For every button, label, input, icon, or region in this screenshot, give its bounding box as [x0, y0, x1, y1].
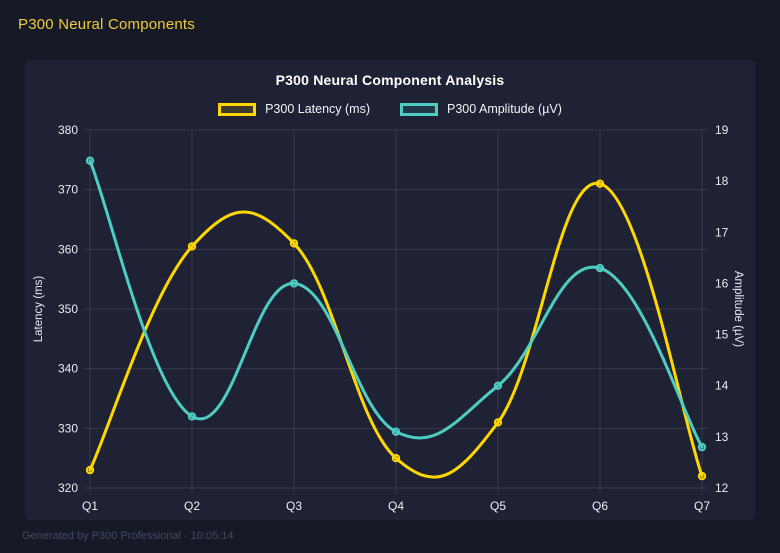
svg-text:Q1: Q1	[82, 499, 98, 513]
svg-text:12: 12	[715, 481, 729, 495]
series-left	[85, 179, 707, 481]
amplitude-swatch	[400, 102, 438, 116]
svg-text:19: 19	[715, 123, 729, 137]
data-point[interactable]	[595, 179, 605, 188]
svg-text:Q4: Q4	[388, 499, 404, 513]
data-point[interactable]	[493, 381, 503, 390]
chart-canvas[interactable]: 320 330 340 350 360 370 380 12 13 14 15 16 17 18 19 Q1 Q…	[25, 60, 755, 520]
data-point[interactable]	[187, 412, 197, 421]
data-point[interactable]	[697, 442, 707, 452]
svg-text:320: 320	[58, 481, 78, 495]
data-point[interactable]	[595, 263, 605, 273]
series-right	[85, 156, 707, 452]
svg-text:Q5: Q5	[490, 499, 506, 513]
data-point[interactable]	[289, 279, 299, 288]
legend-item-amplitude[interactable]: P300 Amplitude (µV)	[400, 102, 562, 116]
svg-text:360: 360	[58, 242, 78, 256]
data-point[interactable]	[187, 242, 197, 251]
app-title: P300 Neural Components	[18, 16, 196, 33]
data-point[interactable]	[697, 471, 707, 481]
svg-text:17: 17	[715, 225, 729, 239]
svg-text:380: 380	[58, 123, 78, 137]
svg-text:350: 350	[58, 302, 78, 316]
gridlines	[84, 129, 708, 494]
svg-text:370: 370	[58, 183, 78, 197]
svg-text:Q3: Q3	[286, 499, 302, 513]
right-axis-title: Amplitude (µV)	[732, 271, 744, 347]
svg-text:18: 18	[715, 174, 729, 188]
chart-title: P300 Neural Component Analysis	[275, 72, 505, 88]
data-point[interactable]	[85, 156, 95, 165]
svg-text:Q6: Q6	[592, 499, 608, 513]
chart-legend: P300 Latency (ms) P300 Amplitude (µV)	[25, 102, 755, 116]
svg-text:16: 16	[715, 276, 729, 290]
svg-text:Q7: Q7	[694, 499, 710, 513]
legend-label-latency: P300 Latency (ms)	[265, 102, 370, 116]
svg-text:340: 340	[58, 362, 78, 376]
svg-text:330: 330	[58, 421, 78, 435]
footer-text: Generated by P300 Professional - 10:05:1…	[22, 530, 234, 542]
chart-panel: 320 330 340 350 360 370 380 12 13 14 15 16 17 18 19 Q1 Q…	[25, 60, 755, 520]
svg-text:Q2: Q2	[184, 499, 200, 513]
data-point[interactable]	[391, 454, 401, 463]
svg-text:15: 15	[715, 328, 729, 342]
latency-swatch	[218, 102, 257, 116]
axis-labels: 320 330 340 350 360 370 380 12 13 14 15 16 17 18 19 Q1 Q…	[33, 123, 744, 513]
data-point[interactable]	[391, 427, 401, 436]
svg-text:13: 13	[715, 430, 729, 444]
data-point[interactable]	[493, 418, 503, 427]
legend-label-amplitude: P300 Amplitude (µV)	[447, 102, 562, 116]
left-axis-title: Latency (ms)	[33, 276, 45, 343]
legend-item-latency[interactable]: P300 Latency (ms)	[218, 102, 370, 116]
data-point[interactable]	[289, 239, 299, 248]
svg-text:14: 14	[715, 379, 729, 393]
data-point[interactable]	[85, 465, 95, 475]
